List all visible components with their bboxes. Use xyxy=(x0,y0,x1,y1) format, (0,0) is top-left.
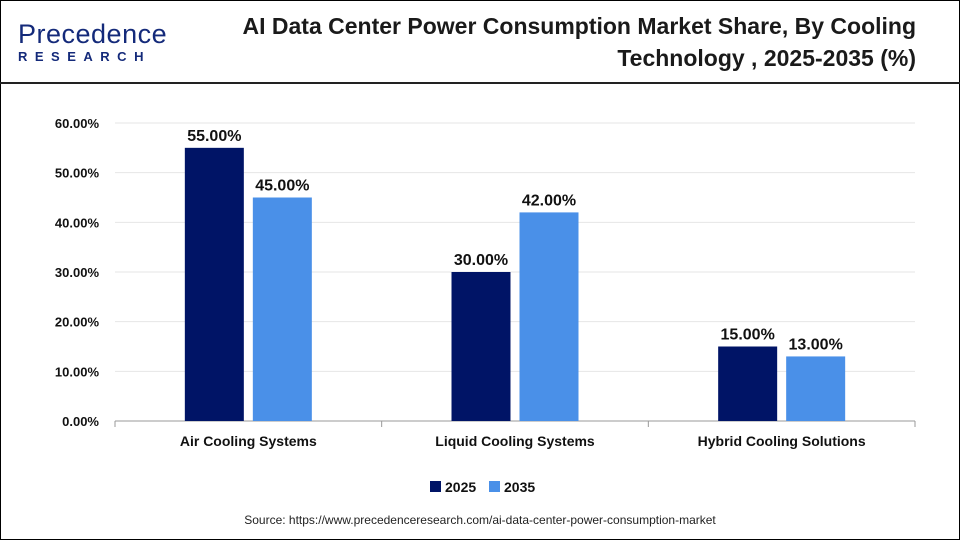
x-tick-label: Hybrid Cooling Solutions xyxy=(698,433,866,449)
data-label: 42.00% xyxy=(522,192,576,209)
y-tick-label: 0.00% xyxy=(62,414,99,429)
bar-2025 xyxy=(184,147,244,422)
x-tick-label: Air Cooling Systems xyxy=(180,433,317,449)
precedence-research-logo: Precedence RESEARCH xyxy=(18,20,167,64)
data-label: 45.00% xyxy=(255,178,309,195)
y-tick-label: 10.00% xyxy=(55,364,100,379)
legend-swatch-2035 xyxy=(489,481,500,492)
data-label: 55.00% xyxy=(187,128,241,145)
chart-title: AI Data Center Power Consumption Market … xyxy=(242,13,917,71)
bar-2035 xyxy=(786,356,846,421)
bar-2035 xyxy=(519,212,579,421)
legend-label: 2025 xyxy=(445,479,476,495)
data-label: 15.00% xyxy=(721,327,775,344)
bar-2035 xyxy=(252,197,312,421)
bar-2025 xyxy=(451,272,511,421)
logo-main-text: Precedence xyxy=(18,19,168,49)
header: Precedence RESEARCH AI Data Center Power… xyxy=(0,0,960,84)
x-tick-label: Liquid Cooling Systems xyxy=(435,433,595,449)
y-tick-label: 50.00% xyxy=(55,166,100,181)
y-tick-label: 40.00% xyxy=(55,215,100,230)
bar-2025 xyxy=(718,346,778,421)
legend-label: 2035 xyxy=(504,479,535,495)
data-label: 30.00% xyxy=(454,252,508,269)
legend-swatch-2025 xyxy=(430,481,441,492)
y-tick-label: 60.00% xyxy=(55,116,100,131)
data-label: 13.00% xyxy=(789,336,843,353)
y-tick-label: 20.00% xyxy=(55,315,100,330)
source-text: Source: https://www.precedenceresearch.c… xyxy=(244,513,716,527)
y-tick-label: 30.00% xyxy=(55,265,100,280)
logo-sub-text: RESEARCH xyxy=(18,49,151,64)
